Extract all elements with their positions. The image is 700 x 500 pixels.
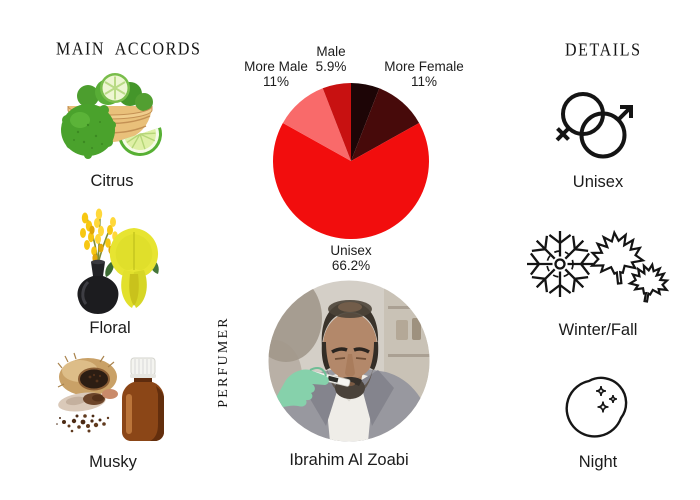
musk-grains (56, 414, 102, 425)
perfumer-photo (268, 280, 430, 442)
pie-slice-more-female (351, 88, 420, 161)
floral-accord-image (77, 208, 159, 314)
green-glove (270, 367, 329, 409)
maple-leaf-icon (589, 230, 645, 286)
halved-citrus (100, 73, 130, 103)
musky-accord-image (56, 352, 164, 441)
citrus-accord-image (61, 73, 162, 159)
accord-label-floral: Floral (89, 319, 131, 337)
musk-pod-illustration (56, 352, 118, 433)
main-accords-heading: MAIN ACCORDS (56, 40, 202, 59)
gender-pie-chart (273, 83, 429, 239)
accord-label-citrus: Citrus (90, 172, 134, 190)
snowflake-and-maple-leaves-icon (527, 222, 678, 306)
crescent-moon (565, 376, 628, 438)
pie-slice-unisex (273, 122, 429, 239)
male-arrow (616, 105, 633, 122)
pie-label-more-male: More Male 11% (244, 59, 308, 89)
details-heading: DETAILS (565, 41, 642, 60)
pie-slice-male (322, 83, 351, 161)
perfumer-heading: PERFUMER (216, 316, 231, 408)
snowflake-icon (527, 231, 593, 297)
broom-flowers-illustration (77, 208, 159, 314)
pie-label-more-female: More Female 11% (384, 59, 464, 89)
detail-label-gender: Unisex (572, 173, 624, 191)
sparkle-stars (595, 385, 618, 413)
pie-slice-more-male (282, 88, 351, 161)
pie-label-male: Male 5.9% (315, 44, 347, 74)
large-yellow-flower (105, 228, 159, 308)
male-symbol-circle (579, 111, 627, 159)
accord-label-musky: Musky (89, 453, 137, 471)
black-vase (77, 259, 119, 314)
female-cross (555, 126, 571, 142)
citrus-wedge (119, 127, 162, 156)
unisex-gender-symbols-icon (555, 92, 633, 159)
pie-label-unisex: Unisex 66.2% (330, 243, 372, 273)
face (323, 313, 377, 379)
bergamot-fruit (61, 104, 116, 159)
crescent-moon-with-stars-icon (565, 376, 628, 438)
bergamot-basket-illustration (61, 73, 162, 159)
perfumer-name: Ibrahim Al Zoabi (289, 451, 409, 469)
maple-leaf-icon (627, 261, 670, 304)
amber-bottle-illustration (122, 357, 164, 441)
pie-slice-unlabeled (351, 83, 380, 161)
detail-label-season: Winter/Fall (558, 321, 638, 339)
detail-label-time: Night (578, 453, 618, 471)
